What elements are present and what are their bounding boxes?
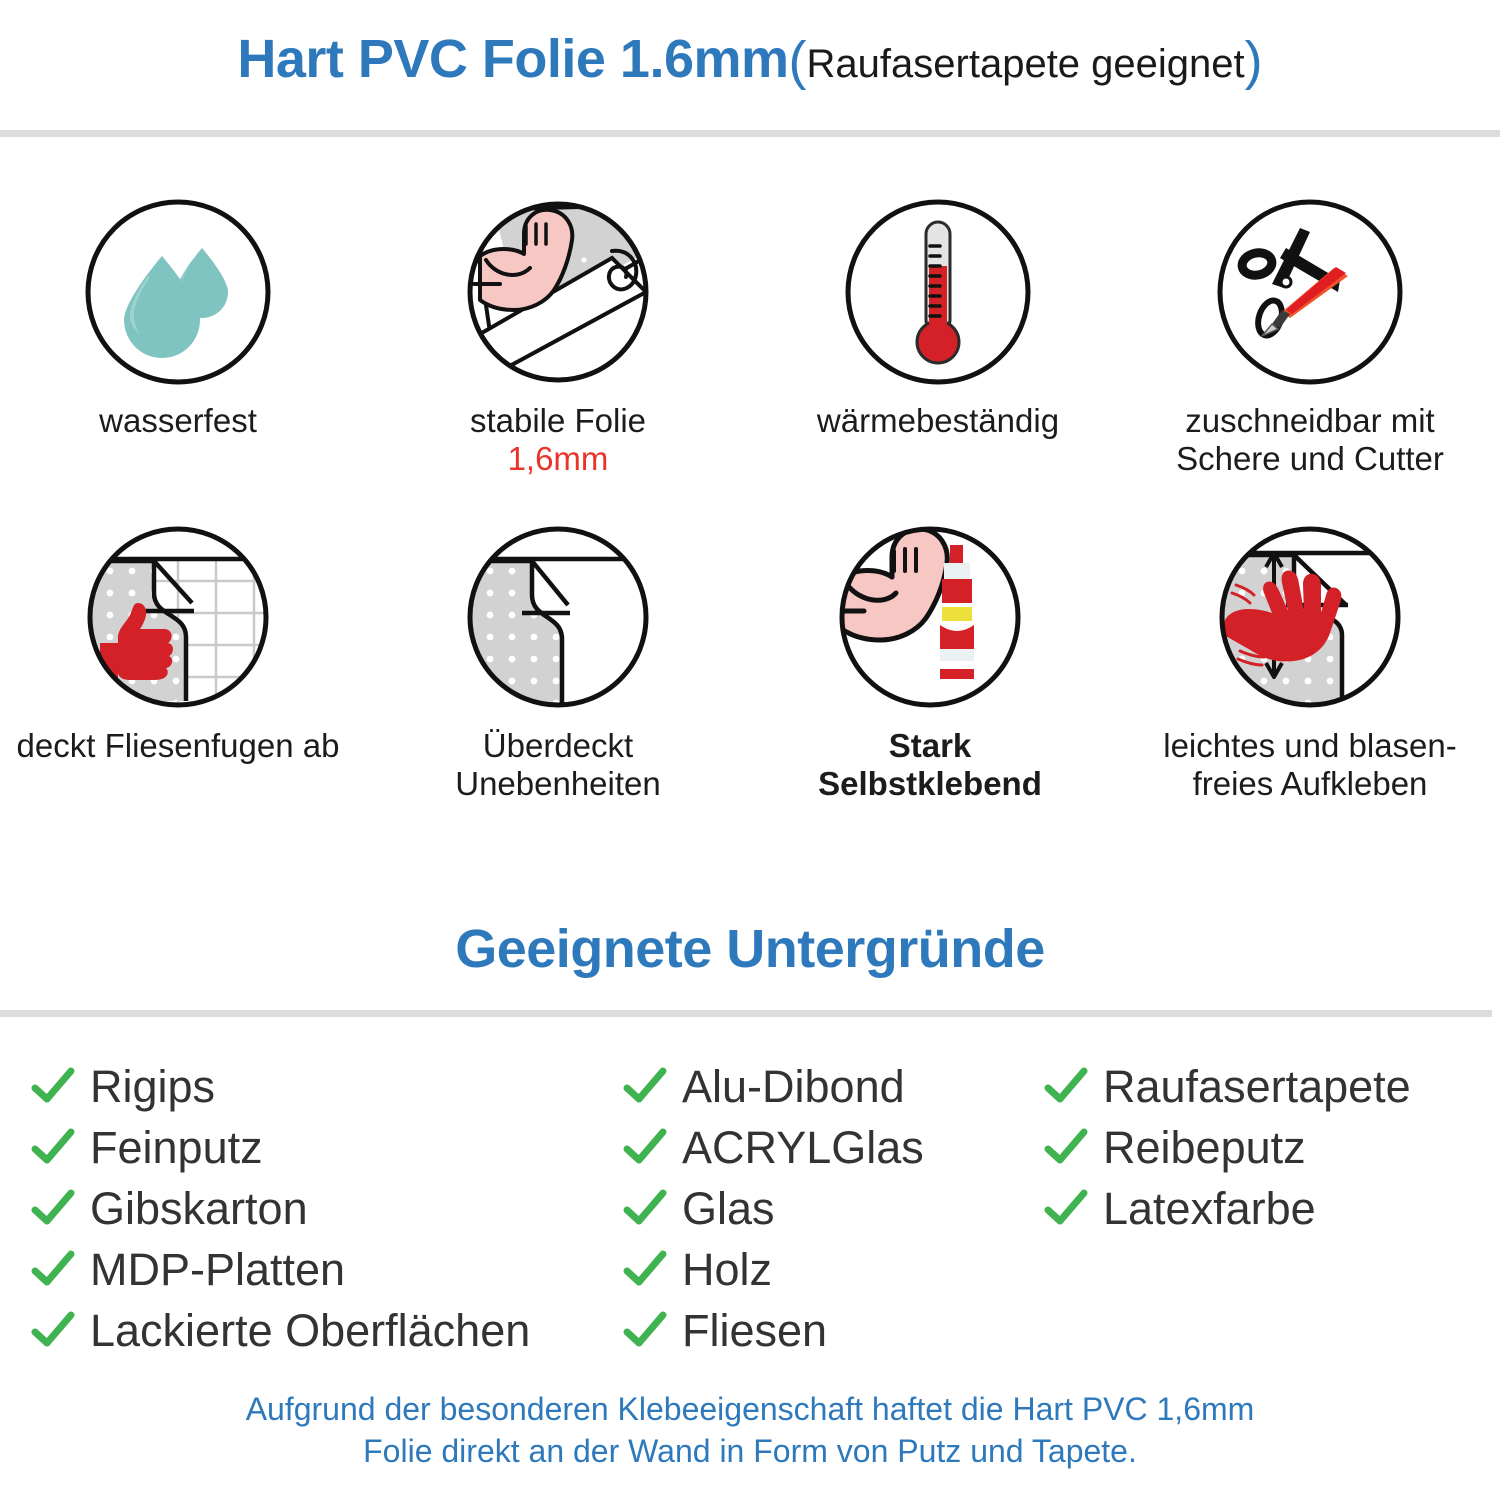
list-item: MDP-Platten [30,1239,530,1300]
list-item-label: Alu-Dibond [682,1061,905,1112]
feature-item-selbstklebend: Stark Selbstklebend [760,521,1100,804]
check-icon [31,1311,75,1346]
strong-arm-film-roll-icon [462,196,654,388]
title-paren-open: ( [788,31,807,91]
feature-grid: wasserfest [0,196,1500,846]
feature-item-stabile-folie: stabile Folie 1,6mm [388,196,728,479]
feature-label: Stark Selbstklebend [818,727,1042,803]
list-item: Rigips [30,1056,530,1117]
strong-arm-glue-tube-icon [834,521,1026,713]
feature-label: leichtes und blasen- freies Aufkleben [1163,727,1457,803]
check-icon [623,1311,667,1346]
substrate-column-2: Alu-Dibond ACRYLGlas Glas Holz Fliesen [622,1056,924,1361]
feature-item-zuschneidbar: zuschneidbar mit Schere und Cutter [1140,196,1480,479]
feature-row-1: wasserfest [0,196,1500,521]
check-icon [31,1189,75,1224]
divider-top [0,130,1500,137]
check-icon [1044,1067,1088,1102]
list-item: Gibskarton [30,1178,530,1239]
list-item-label: ACRYLGlas [682,1122,924,1173]
list-item-label: Holz [682,1244,773,1295]
list-item-label: Fliesen [682,1305,828,1356]
check-icon [31,1067,75,1102]
substrate-column-1: Rigips Feinputz Gibskarton MDP-Platten L… [30,1056,530,1361]
feature-item-fliesenfugen: deckt Fliesenfugen ab [8,521,348,765]
list-item-label: Reibeputz [1103,1122,1306,1173]
footer-note: Aufgrund der besonderen Klebeeigenschaft… [245,1391,1255,1470]
list-item: Fliesen [622,1300,924,1361]
list-item-label: Latexfarbe [1103,1183,1316,1234]
check-icon [623,1128,667,1163]
list-item: Feinputz [30,1117,530,1178]
check-icon [623,1067,667,1102]
feature-item-wasserfest: wasserfest [8,196,348,440]
feature-item-waermebestaendig: wärmebeständig [768,196,1108,440]
list-item: ACRYLGlas [622,1117,924,1178]
water-drops-icon [82,196,274,388]
list-item-label: Glas [682,1183,775,1234]
list-item-label: MDP-Platten [90,1244,346,1295]
section-heading-substrates: Geeignete Untergründe [455,919,1045,979]
check-icon [31,1128,75,1163]
thermometer-icon [842,196,1034,388]
feature-label: stabile Folie [469,402,647,439]
feature-label: wasserfest [99,402,257,439]
page-title: Hart PVC Folie 1.6mm(Raufasertapete geei… [0,28,1500,92]
film-peel-corner-icon [462,521,654,713]
feature-label: Überdeckt Unebenheiten [455,727,661,803]
scissors-cutter-icon [1214,196,1406,388]
list-item: Latexfarbe [1043,1178,1411,1239]
page-title-sub: Raufasertapete geeignet [806,42,1245,86]
substrate-checklist: Rigips Feinputz Gibskarton MDP-Platten L… [0,1056,1500,1366]
feature-sublabel: 1,6mm [507,440,609,478]
check-icon [1044,1189,1088,1224]
list-item-label: Gibskarton [90,1183,308,1234]
page-title-main: Hart PVC Folie 1.6mm [237,29,789,89]
check-icon [1044,1128,1088,1163]
feature-label: deckt Fliesenfugen ab [16,727,340,764]
list-item-label: Raufasertapete [1103,1061,1411,1112]
thumbs-up-tiles-icon [82,521,274,713]
title-paren-close: ) [1244,31,1263,91]
list-item: Raufasertapete [1043,1056,1411,1117]
list-item-label: Feinputz [90,1122,263,1173]
divider-middle [0,1010,1492,1017]
list-item: Lackierte Oberflächen [30,1300,530,1361]
list-item: Reibeputz [1043,1117,1411,1178]
list-item: Alu-Dibond [622,1056,924,1117]
list-item-label: Lackierte Oberflächen [90,1305,531,1356]
check-icon [623,1250,667,1285]
feature-label: zuschneidbar mit Schere und Cutter [1176,402,1444,478]
list-item-label: Rigips [90,1061,216,1112]
feature-row-2: deckt Fliesenfugen ab [0,521,1500,846]
hand-smoothing-film-icon [1214,521,1406,713]
list-item: Holz [622,1239,924,1300]
feature-item-ueberdeckt: Überdeckt Unebenheiten [388,521,728,804]
feature-item-aufkleben: leichtes und blasen- freies Aufkleben [1140,521,1480,804]
list-item: Glas [622,1178,924,1239]
feature-label: wärmebeständig [816,402,1060,439]
check-icon [623,1189,667,1224]
check-icon [31,1250,75,1285]
substrate-column-3: Raufasertapete Reibeputz Latexfarbe [1043,1056,1411,1239]
